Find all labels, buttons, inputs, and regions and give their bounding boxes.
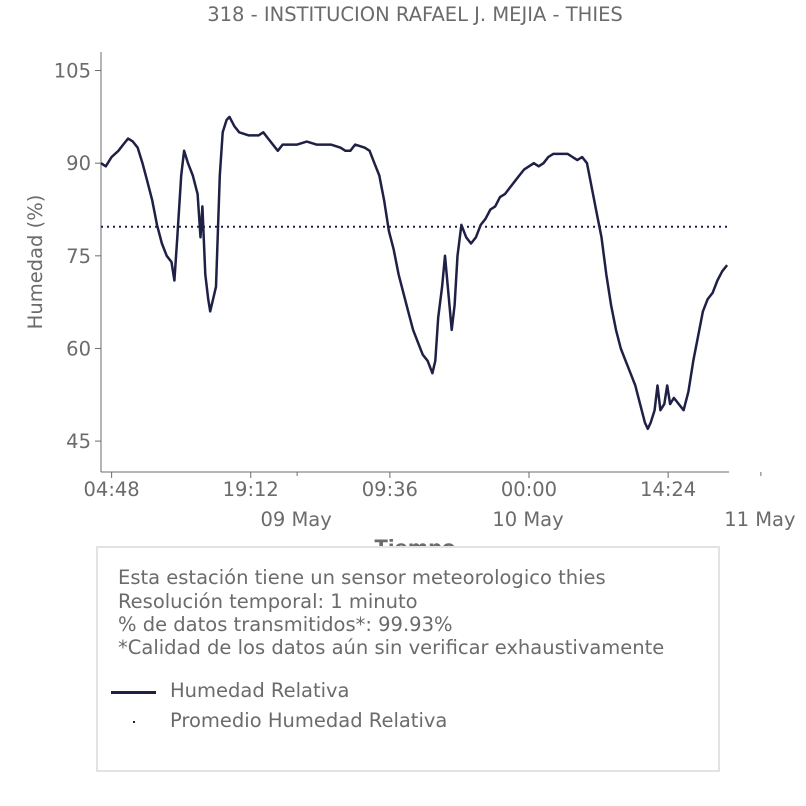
- x-tick-label: 14:24: [640, 478, 696, 501]
- legend-dot-icon: [133, 721, 135, 723]
- legend-promedio-label: Promedio Humedad Relativa: [170, 709, 448, 732]
- humidity-line: [100, 115, 729, 431]
- info-box: Esta estación tiene un sensor meteorolog…: [96, 546, 720, 772]
- x-date-label: 11 May: [724, 508, 795, 531]
- legend-humedad-label: Humedad Relativa: [170, 679, 350, 702]
- y-tick-label: 75: [66, 245, 91, 268]
- chart-title: 318 - INSTITUCION RAFAEL J. MEJIA - THIE…: [207, 3, 623, 26]
- info-transmitted-text: % de datos transmitidos*: 99.93%: [118, 613, 453, 636]
- x-tick-label: 04:48: [84, 478, 140, 501]
- y-tick-label: 60: [66, 337, 91, 360]
- x-date-label: 09 May: [260, 508, 331, 531]
- info-quality-note: *Calidad de los datos aún sin verificar …: [118, 636, 665, 659]
- x-tick-label: 19:12: [223, 478, 279, 501]
- axes: 45 60 75 90 105 04:48 19:12 09:36 00:00 14:24 09 M…: [54, 52, 796, 531]
- info-resolution-text: Resolución temporal: 1 minuto: [118, 590, 418, 613]
- info-sensor-text: Esta estación tiene un sensor meteorolog…: [118, 566, 606, 589]
- y-tick-label: 105: [54, 60, 91, 83]
- x-tick-label: 09:36: [362, 478, 418, 501]
- y-tick-label: 90: [66, 152, 91, 175]
- plot-area: [100, 115, 729, 431]
- x-tick-label: 00:00: [501, 478, 557, 501]
- y-tick-label: 45: [66, 430, 91, 453]
- legend-solid-line-icon: [111, 691, 156, 694]
- y-axis-label: Humedad (%): [24, 195, 47, 330]
- x-date-label: 10 May: [492, 508, 563, 531]
